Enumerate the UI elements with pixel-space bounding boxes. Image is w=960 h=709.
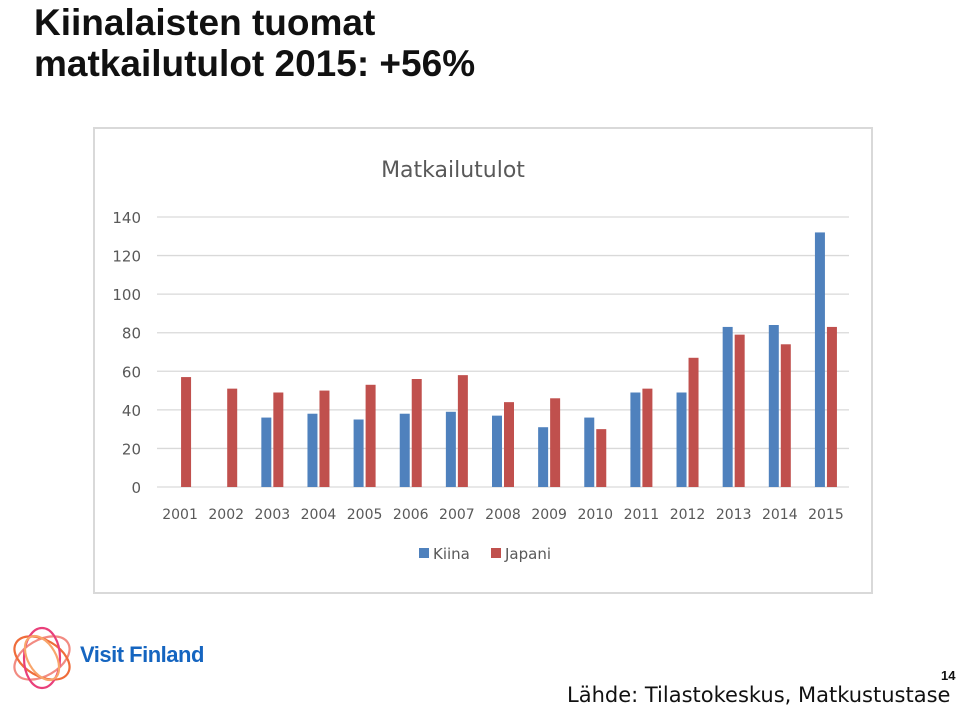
y-tick-label: 20 <box>122 440 141 458</box>
bar-japani-2010 <box>596 429 607 487</box>
bar-kiina-2013 <box>722 326 733 487</box>
bar-japani-2013 <box>734 334 745 487</box>
y-tick-label: 100 <box>112 286 141 304</box>
x-tick-label: 2006 <box>393 507 429 523</box>
chart-frame: Matkailutulot 0 20 40 60 80 100 120 140 2001 2002 2… <box>93 127 873 594</box>
bar-japani-2006 <box>411 379 422 487</box>
logo-text: Visit Finland <box>80 642 204 667</box>
y-tick-label: 140 <box>112 209 141 227</box>
bar-kiina-2007 <box>445 411 456 487</box>
bar-japani-2003 <box>273 392 284 487</box>
bar-kiina-2009 <box>538 427 549 487</box>
bar-kiina-2003 <box>261 417 272 487</box>
x-tick-label: 2010 <box>577 507 613 523</box>
x-tick-label: 2015 <box>808 507 844 523</box>
bar-kiina-2006 <box>399 413 410 487</box>
legend-label-japani: Japani <box>504 545 551 563</box>
bar-kiina-2004 <box>307 413 318 487</box>
y-tick-label: 40 <box>122 402 141 420</box>
bar-kiina-2015 <box>814 232 825 487</box>
bar-kiina-2005 <box>353 419 364 487</box>
y-tick-label: 120 <box>112 248 141 266</box>
bar-japani-2002 <box>227 388 238 487</box>
bar-kiina-2008 <box>492 415 502 487</box>
page-number: 14 <box>941 668 956 683</box>
bar-kiina-2014 <box>768 325 779 487</box>
x-tick-label: 2013 <box>716 507 752 523</box>
source-note: Lähde: Tilastokeskus, Matkustustase <box>567 683 951 707</box>
bar-japani-2001 <box>181 377 192 487</box>
bar-japani-2015 <box>826 326 837 487</box>
visit-finland-logo-icon <box>13 626 71 690</box>
y-tick-label: 80 <box>122 325 141 343</box>
x-tick-label: 2002 <box>208 507 244 523</box>
x-tick-label: 2009 <box>531 507 567 523</box>
x-tick-label: 2007 <box>439 507 475 523</box>
bar-japani-2004 <box>319 390 330 487</box>
x-tick-label: 2011 <box>624 507 660 523</box>
bar-japani-2011 <box>642 388 653 487</box>
x-tick-label: 2012 <box>670 507 706 523</box>
bar-kiina-2012 <box>676 392 687 487</box>
slide-title-line-1: Kiinalaisten tuomat <box>34 2 376 43</box>
bar-kiina-2010 <box>584 417 595 487</box>
bar-japani-2008 <box>504 402 514 487</box>
x-tick-label: 2014 <box>762 507 798 523</box>
chart-canvas: Matkailutulot 0 20 40 60 80 100 120 140 2001 2002 2… <box>112 158 849 563</box>
bar-kiina-2011 <box>630 392 641 487</box>
y-tick-label: 60 <box>122 363 141 381</box>
slide-title-line-2: matkailutulot 2015: +56% <box>34 43 476 84</box>
bar-japani-2005 <box>365 384 376 487</box>
bar-japani-2012 <box>688 357 699 487</box>
bar-japani-2007 <box>457 375 468 487</box>
x-tick-label: 2001 <box>162 507 198 523</box>
y-tick-label: 0 <box>131 479 141 497</box>
chart-title: Matkailutulot <box>381 158 525 183</box>
x-tick-label: 2008 <box>485 507 521 523</box>
legend-swatch-kiina <box>419 548 429 558</box>
legend-label-kiina: Kiina <box>433 545 470 563</box>
slide-title: Kiinalaisten tuomat matkailutulot 2015: … <box>34 2 475 84</box>
x-tick-label: 2005 <box>347 507 383 523</box>
bar-japani-2009 <box>550 398 561 487</box>
x-tick-label: 2003 <box>255 507 291 523</box>
bar-japani-2014 <box>780 344 791 487</box>
legend-swatch-japani <box>491 548 501 558</box>
x-tick-label: 2004 <box>301 507 337 523</box>
